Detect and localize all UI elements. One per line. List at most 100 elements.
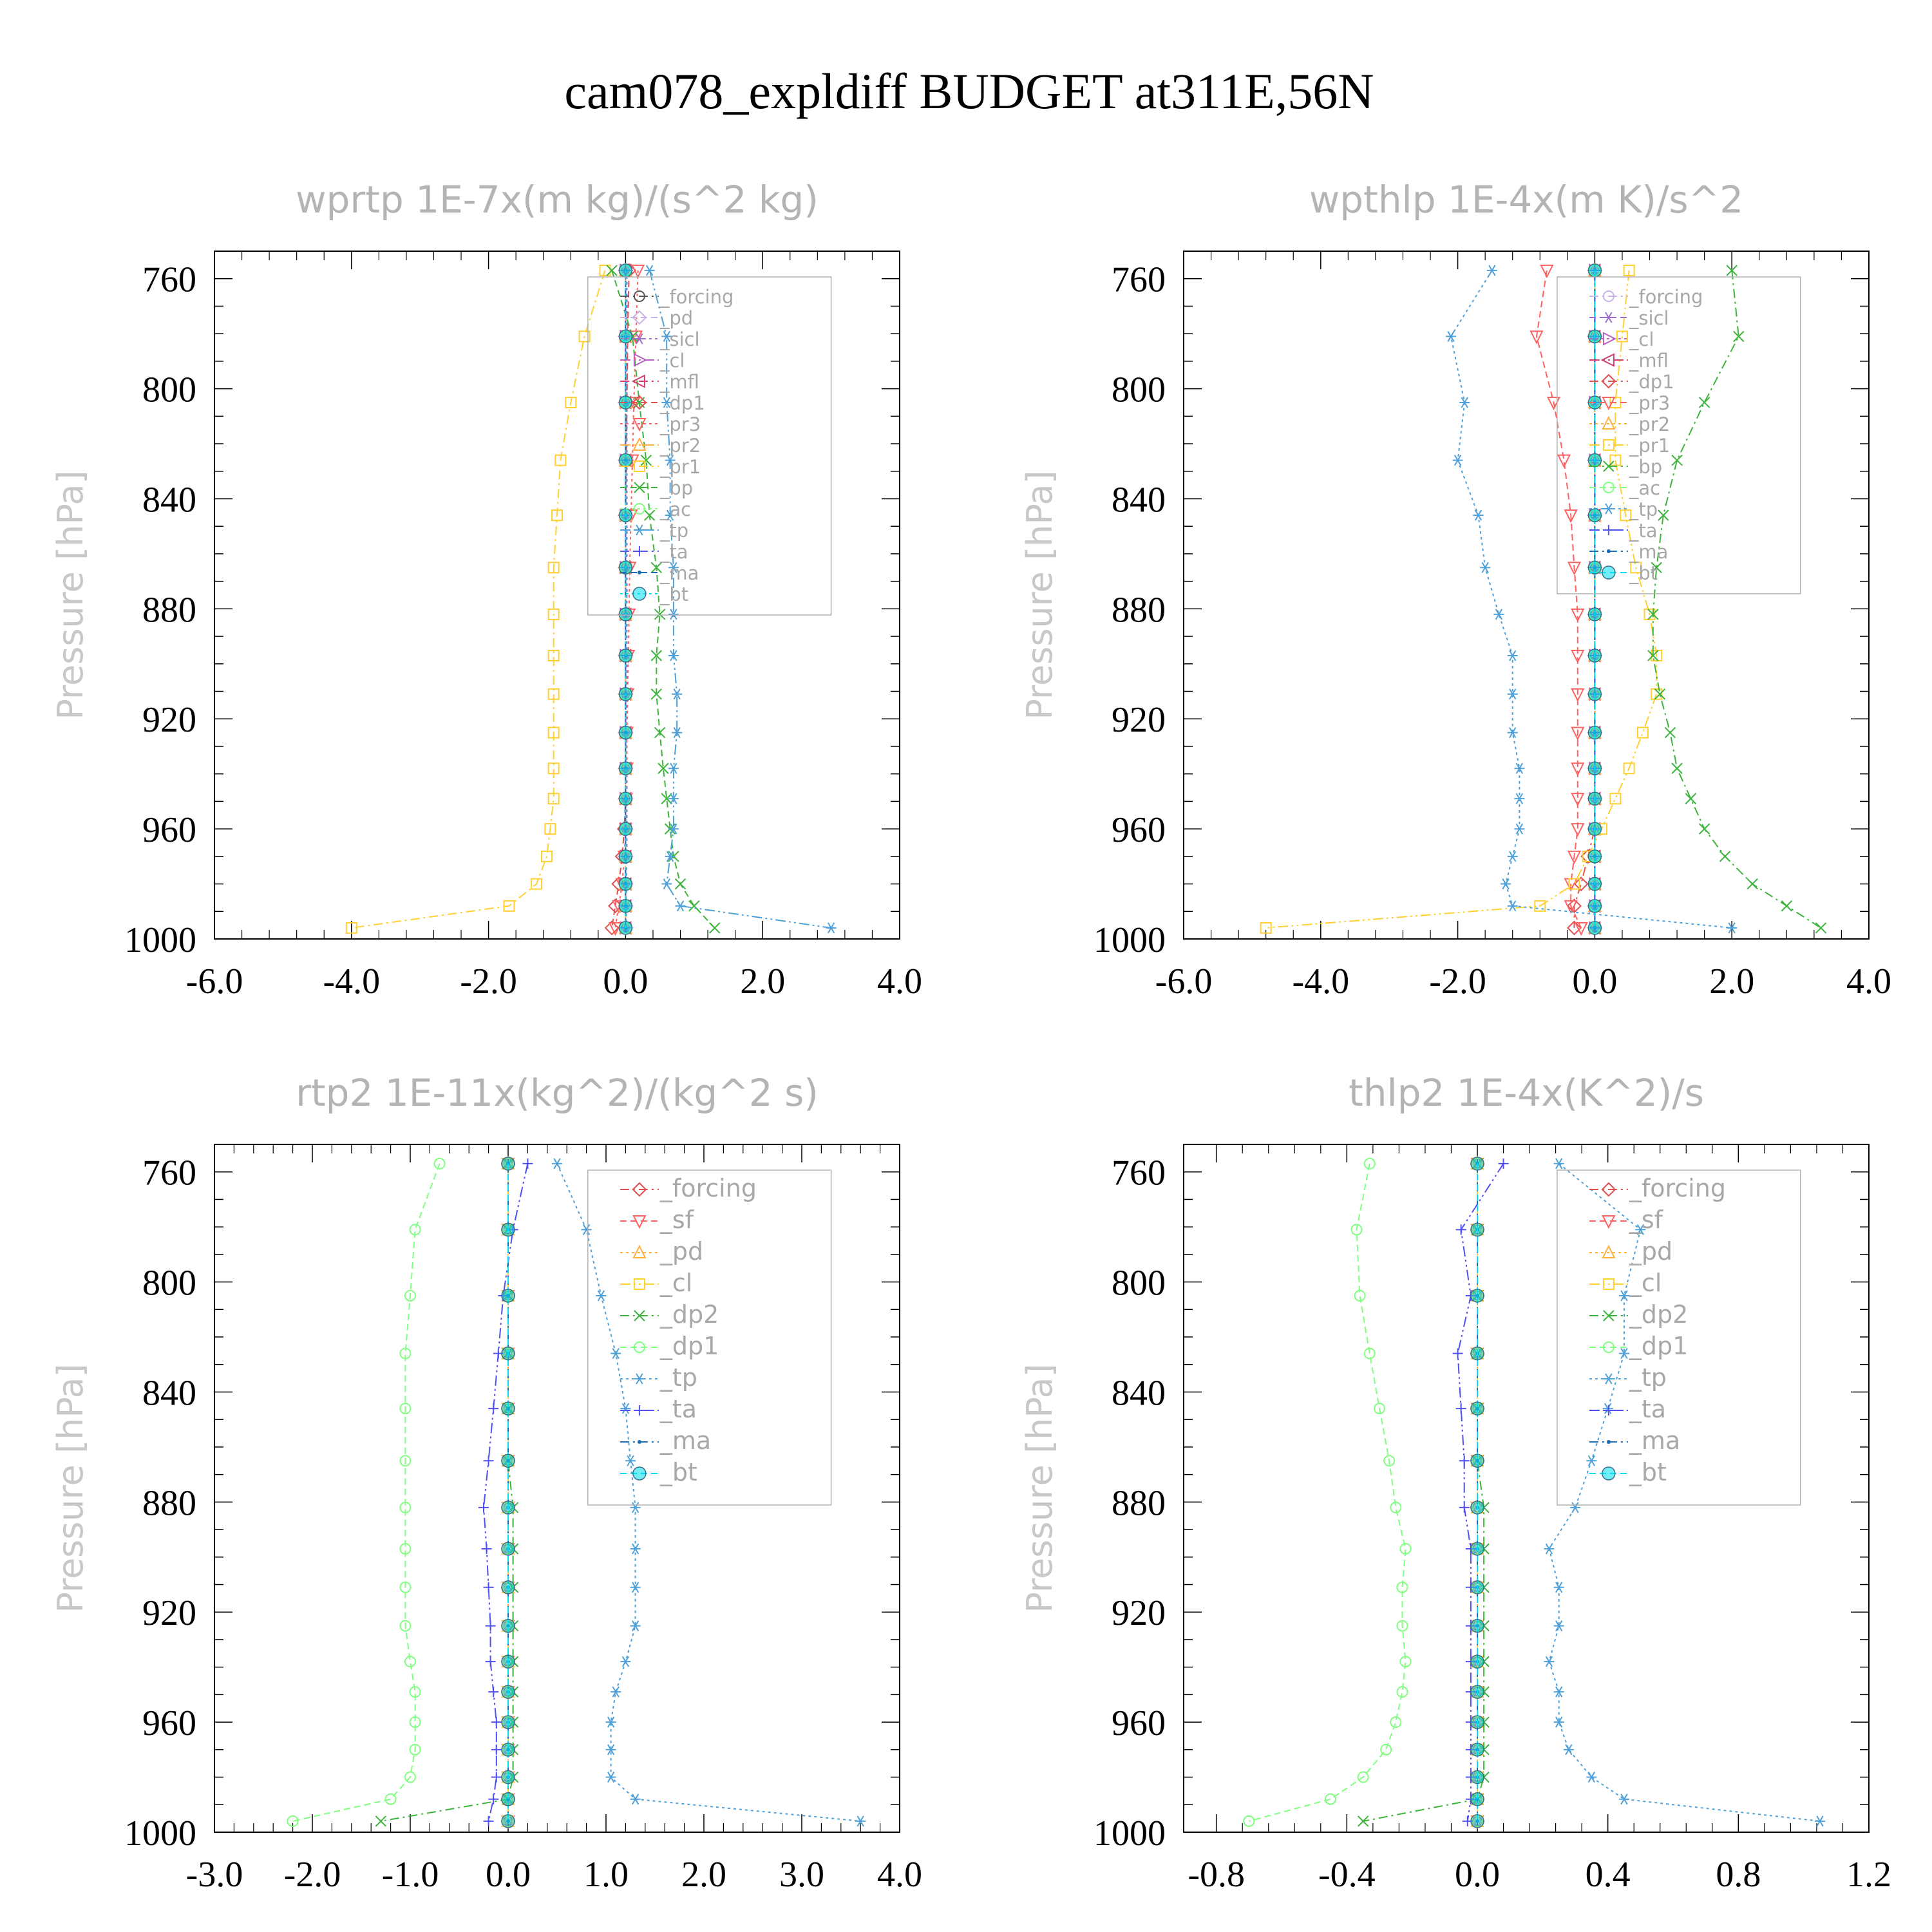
data-point [287,1815,299,1827]
legend-entry: _ma [1589,1426,1680,1455]
data-point [1357,1771,1369,1783]
legend-label: _ma [1629,541,1669,563]
legend-entry: _forcing [620,1174,757,1202]
data-point [618,791,633,806]
y-tick-label: 880 [1112,590,1166,630]
series-dp1 [1243,1157,1412,1827]
data-point [1470,1743,1484,1757]
x-tick-label: 1.0 [583,1855,629,1895]
data-point [547,726,560,739]
data-point [483,1455,494,1466]
data-point [1623,762,1635,775]
data-point [547,762,560,775]
legend-label: _bt [1629,562,1658,584]
data-point [399,1501,412,1513]
data-point [547,608,560,620]
data-point [345,922,357,934]
figure-title: cam078_expldiff BUDGET at311E,56N [564,63,1374,119]
data-point [409,1716,421,1728]
data-point [630,1620,641,1632]
legend-entry: _bt [1589,1458,1667,1486]
legend-label: _pr1 [1629,435,1670,457]
data-point [488,1794,499,1804]
data-point [1473,509,1484,521]
data-point [599,264,611,276]
y-axis-label: Pressure [hPa] [50,1363,91,1613]
series-line [1249,1163,1406,1822]
legend-entry: _cl [620,350,685,372]
y-tick-label: 880 [142,1483,196,1523]
y-tick-label: 880 [142,590,196,630]
legend-entry: _ac [1589,477,1660,499]
data-point [501,1814,515,1828]
data-point [672,688,683,700]
data-point [1553,1716,1564,1728]
data-point [375,1815,387,1827]
y-tick-label: 800 [1112,370,1166,410]
legend-entry: _pd [1589,1237,1672,1265]
data-point [1383,1455,1396,1467]
data-point [1390,1716,1402,1728]
data-point [618,822,633,836]
data-point [501,1580,515,1595]
data-point [658,762,669,774]
legend-label: _tp [659,1363,697,1392]
data-point [1396,1686,1408,1698]
data-point [1396,1620,1408,1632]
data-point [618,649,633,663]
legend-entry: _dp1 [1589,371,1674,393]
data-point [1571,793,1585,807]
data-point [501,1685,515,1699]
data-point [618,453,633,468]
x-tick-label: 0.0 [603,961,648,1001]
data-point [491,1717,502,1728]
legend-entry: _ta [1589,520,1658,542]
data-point [1651,649,1663,661]
series-line [1652,270,1822,929]
data-point [547,793,560,805]
data-point [481,1543,492,1554]
legend-label: _pr3 [1629,392,1670,414]
data-point [1727,922,1738,934]
data-point [1781,900,1793,912]
data-point [1455,1403,1466,1414]
legend-box [1557,276,1801,594]
legend-label: _pr2 [659,435,701,457]
data-point [1651,562,1662,573]
data-point [668,650,679,661]
y-tick-label: 840 [1112,1373,1166,1413]
data-point [688,900,700,912]
data-point [1567,920,1582,936]
data-point [1534,900,1546,912]
legend-entry: _bt [620,583,688,605]
data-point [618,560,633,575]
data-point [1493,609,1504,620]
data-point [1587,898,1602,913]
series-bt [618,263,633,935]
legend-entry: _ta [1589,1395,1666,1423]
data-point [544,823,556,835]
legend-entry: _cl [1589,328,1654,350]
data-point [620,1656,631,1667]
data-point [1573,876,1589,891]
legend-label: _dp1 [1629,371,1674,393]
legend-entry: _ta [620,1395,697,1423]
data-point [674,878,687,890]
data-point [1654,688,1666,700]
data-point [1587,263,1602,278]
data-point [547,649,560,661]
x-tick-label: 0.0 [1455,1855,1500,1895]
data-point [661,397,672,408]
x-tick-label: 0.8 [1716,1855,1761,1895]
data-point [611,1348,621,1359]
data-point [399,1455,412,1467]
legend-label: _cl [659,350,685,372]
y-tick-label: 840 [142,1373,196,1413]
series-dp2 [1357,1158,1490,1827]
data-point [501,1346,515,1361]
data-point [650,688,662,700]
y-tick-label: 960 [142,1703,196,1743]
x-tick-label: 4.0 [877,961,922,1001]
legend-label: _cl [1629,328,1654,350]
